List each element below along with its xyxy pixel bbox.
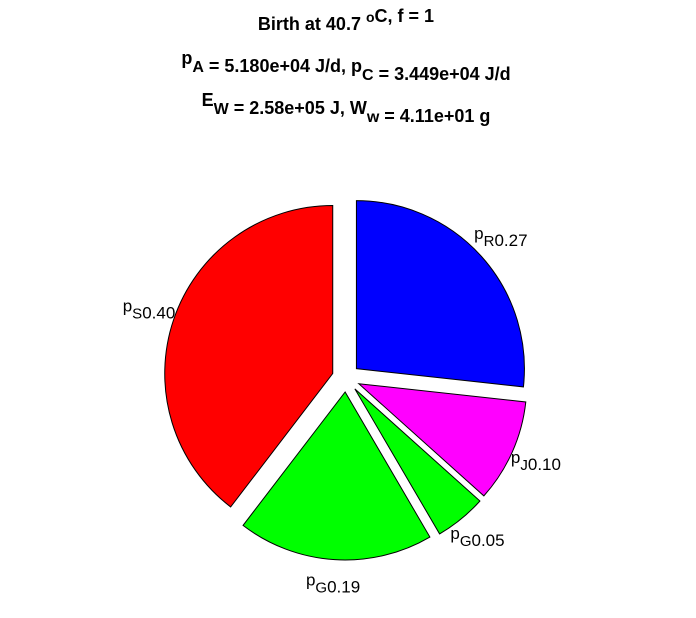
label-name: p [123,296,132,315]
label-subscript: S [132,305,142,322]
title-text: = 5.180e+04 J/d, p [204,56,362,76]
title-line: Birth at 40.7 oC, f = 1 [258,6,434,34]
title: Birth at 40.7 oC, f = 1 pA = 5.180e+04 J/… [181,6,510,126]
label-subscript: J [520,457,528,474]
label-value: 0.10 [528,455,561,474]
pie-slice [355,200,525,388]
pie-slice [242,391,431,561]
slice-label: pG0.19 [306,571,360,597]
label-name: p [450,524,459,543]
label-name: p [306,571,315,590]
title-text: = 3.449e+04 J/d [374,64,511,84]
title-subscript: W [214,101,230,118]
title-subscript: C [362,67,374,84]
pie-slice [357,383,527,497]
label-subscript: R [484,233,495,250]
label-value: 0.05 [472,531,505,550]
slice-label: pG0.05 [450,524,504,550]
title-superscript: o [366,9,375,25]
pie-slice [164,205,334,508]
title-line: EW = 2.58e+05 J, Ww = 4.11e+01 g [202,90,491,126]
label-name: p [474,224,483,243]
label-subscript: G [460,533,472,550]
title-subscript: w [366,109,380,126]
title-text: = 2.58e+05 J, W [229,98,367,118]
label-value: 0.27 [494,231,527,250]
pie-slice [354,388,481,535]
title-line: pA = 5.180e+04 J/d, pC = 3.449e+04 J/d [181,48,510,84]
slice-label: pS0.40 [123,296,176,322]
title-subscript: A [192,59,204,76]
title-text: Birth at 40.7 [258,14,366,34]
label-subscript: G [315,580,327,597]
title-text: E [202,90,214,110]
title-text: = 4.11e+01 g [379,106,490,126]
title-text: C, f = 1 [375,6,435,26]
label-name: p [511,448,520,467]
label-value: 0.19 [327,578,360,597]
slice-label: pJ0.10 [511,448,561,474]
slice-label: pR0.27 [474,224,527,250]
label-value: 0.40 [142,303,175,322]
title-text: p [181,48,192,68]
